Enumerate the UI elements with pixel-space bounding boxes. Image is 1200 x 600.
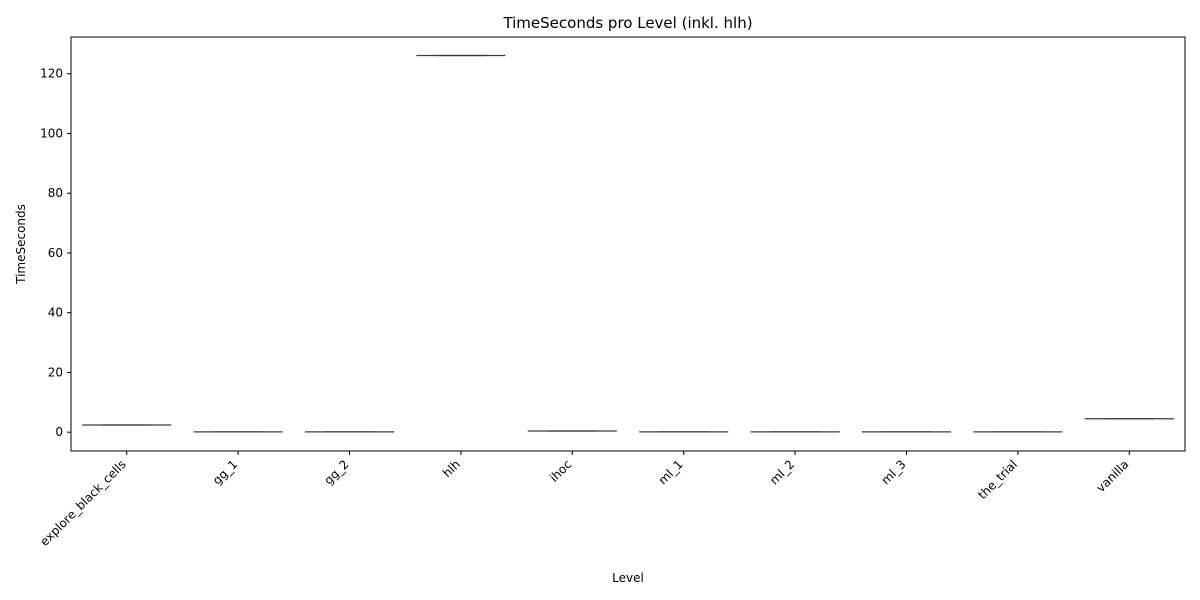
y-tick-label-0: 0	[55, 425, 63, 439]
y-tick-label-20: 20	[48, 365, 63, 379]
y-axis-label: TimeSeconds	[14, 204, 28, 285]
y-tick-label-40: 40	[48, 306, 63, 320]
y-tick-label-80: 80	[48, 186, 63, 200]
y-tick-label-120: 120	[40, 67, 63, 81]
plot-frame	[70, 36, 1186, 452]
y-tick-label-100: 100	[40, 126, 63, 140]
y-tick-label-60: 60	[48, 246, 63, 260]
x-axis-label: Level	[612, 571, 644, 585]
chart-title: TimeSeconds pro Level (inkl. hlh)	[502, 14, 752, 32]
